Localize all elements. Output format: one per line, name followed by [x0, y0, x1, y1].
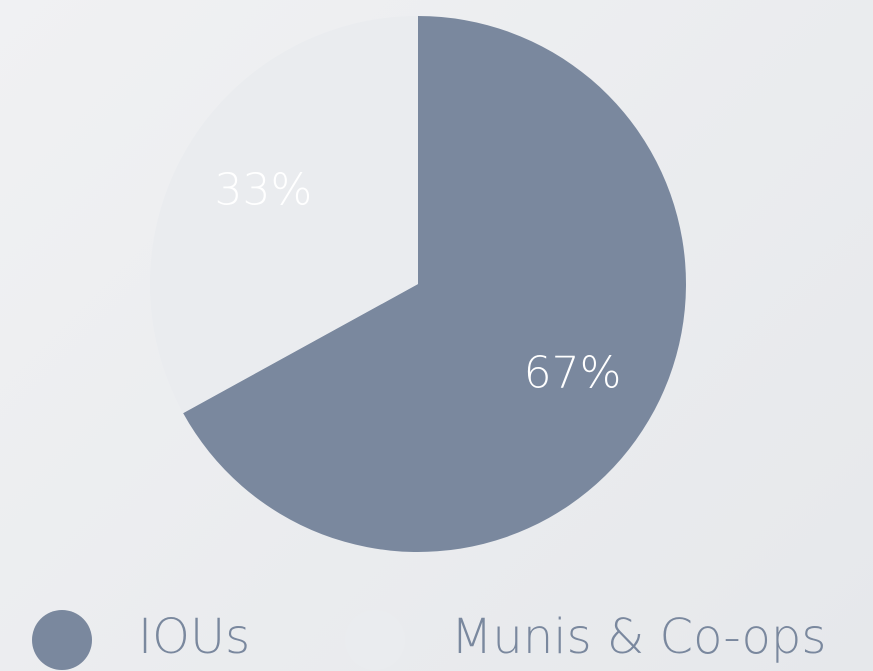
- slice-label: 33%: [215, 165, 313, 216]
- legend-marker: [345, 610, 405, 670]
- slice-label: 67%: [524, 347, 622, 398]
- legend-label: IOUs: [138, 609, 250, 665]
- legend-label: Munis & Co-ops: [451, 609, 826, 665]
- pie-slice: [150, 16, 418, 414]
- legend-marker: [32, 610, 92, 670]
- pie-slice: [183, 16, 686, 552]
